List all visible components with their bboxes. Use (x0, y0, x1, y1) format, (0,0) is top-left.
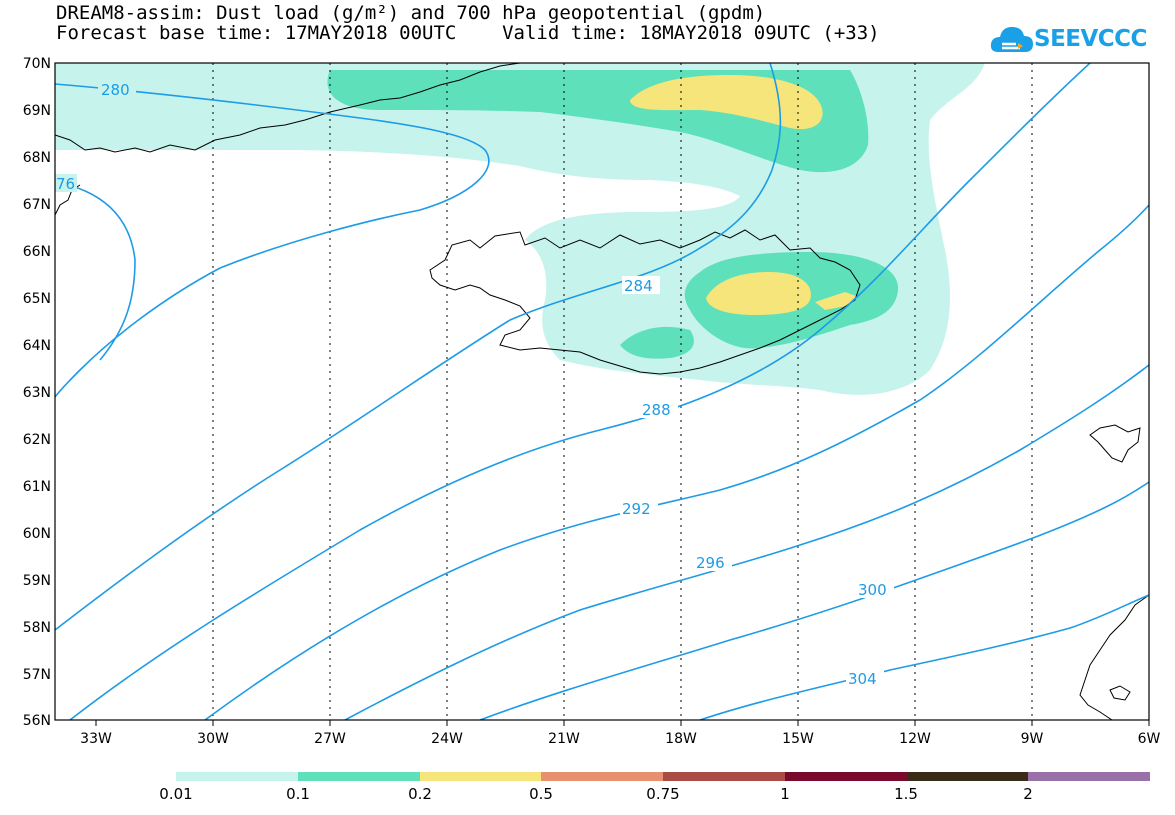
map-title: DREAM8-assim: Dust load (g/m²) and 700 h… (56, 2, 766, 24)
contour-label-296: 296 (696, 554, 725, 572)
lat-lon-grid (212, 63, 1033, 720)
longitude-labels: 33W 30W 27W 24W 21W 18W 15W 12W 9W 6W (80, 731, 1160, 747)
lat-label: 61N (23, 479, 51, 495)
contour-label-288: 288 (642, 401, 671, 419)
dust-area-yellow-coast (815, 292, 856, 310)
contour-284 (55, 63, 782, 631)
logo-text: SEEVCCC (1034, 26, 1147, 52)
lat-label: 67N (23, 197, 51, 213)
lon-label: 15W (782, 731, 814, 747)
legend-swatch (663, 772, 785, 781)
lon-label: 21W (548, 731, 580, 747)
legend-swatch (541, 772, 663, 781)
lon-label: 27W (314, 731, 346, 747)
dust-area-yellow-east (706, 272, 811, 315)
legend-swatch (176, 772, 298, 781)
lon-label: 33W (80, 731, 112, 747)
lat-label: 64N (23, 338, 51, 354)
lat-label: 56N (23, 713, 51, 729)
cloud-icon (990, 27, 1033, 52)
legend-swatch (784, 772, 907, 781)
legend-swatch (297, 772, 420, 781)
lat-label: 58N (23, 620, 51, 636)
latitude-labels: 70N 69N 68N 67N 66N 65N 64N 63N 62N 61N … (23, 56, 51, 729)
lat-label: 66N (23, 244, 51, 260)
contour-label-304: 304 (848, 670, 877, 688)
contour-280 (55, 83, 490, 398)
lon-label: 6W (1138, 731, 1161, 747)
contour-label-76: 76 (56, 175, 75, 193)
color-legend (176, 772, 1150, 781)
lat-label: 70N (23, 56, 51, 72)
forecast-times: Forecast base time: 17MAY2018 00UTC Vali… (56, 22, 880, 44)
lon-label: 30W (197, 731, 229, 747)
legend-swatch (1028, 772, 1150, 781)
legend-swatch (419, 772, 542, 781)
contour-label-292: 292 (622, 500, 651, 518)
lon-label: 12W (899, 731, 931, 747)
legend-label: 2 (1023, 785, 1033, 803)
lat-label: 63N (23, 385, 51, 401)
greenland-coast-north (55, 63, 521, 153)
plot-frame (54, 62, 1150, 721)
lon-label: 18W (665, 731, 697, 747)
contour-296 (344, 364, 1149, 720)
seevccc-logo: SEEVCCC (990, 20, 1170, 60)
dust-area-yellow-north (630, 75, 823, 130)
lat-label: 62N (23, 432, 51, 448)
lat-label: 57N (23, 667, 51, 683)
contour-label-284: 284 (624, 277, 653, 295)
legend-label: 1 (780, 785, 790, 803)
lon-label: 24W (431, 731, 463, 747)
legend-swatch (906, 772, 1029, 781)
iceland-coast (429, 229, 861, 375)
lon-label: 9W (1021, 731, 1044, 747)
dust-area-green-south (620, 326, 694, 359)
contour-label-300: 300 (858, 581, 887, 599)
lat-label: 60N (23, 526, 51, 542)
legend-label: 0.1 (286, 785, 310, 803)
faroe-coast (1089, 424, 1141, 463)
tick-marks (95, 720, 1150, 726)
contour-300 (479, 481, 1149, 720)
legend-label: 0.01 (159, 785, 193, 803)
legend-label: 0.75 (646, 785, 680, 803)
legend-label: 0.5 (529, 785, 553, 803)
contour-292 (204, 204, 1149, 720)
legend-label: 0.2 (408, 785, 432, 803)
legend-label: 1.5 (894, 785, 918, 803)
contour-276 (55, 181, 136, 361)
dust-map: 280 76 284 288 292 296 300 304 70N 69N 6… (23, 56, 1161, 747)
contour-304 (699, 594, 1149, 720)
lat-label: 59N (23, 573, 51, 589)
lat-label: 65N (23, 291, 51, 307)
shetland-coast (1109, 685, 1131, 701)
lat-label: 68N (23, 150, 51, 166)
contour-label-280: 280 (101, 81, 130, 99)
contour-labels: 280 76 284 288 292 296 300 304 (55, 80, 894, 688)
scotland-coast (1079, 594, 1149, 720)
dust-fields (55, 63, 985, 395)
legend-labels: 0.01 0.1 0.2 0.5 0.75 1 1.5 2 (0, 785, 1175, 805)
lat-label: 69N (23, 103, 51, 119)
coastlines (55, 63, 1149, 720)
